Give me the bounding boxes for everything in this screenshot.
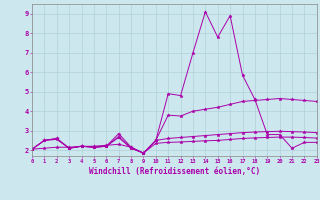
- X-axis label: Windchill (Refroidissement éolien,°C): Windchill (Refroidissement éolien,°C): [89, 167, 260, 176]
